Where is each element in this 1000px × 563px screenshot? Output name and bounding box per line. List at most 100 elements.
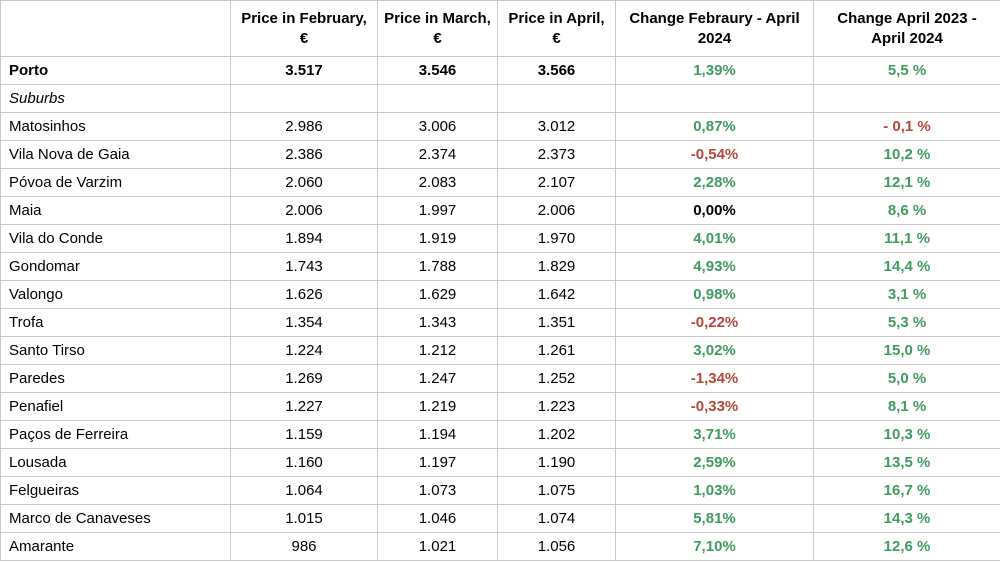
price-april-cell: 1.202: [497, 420, 616, 449]
row-label: Santo Tirso: [0, 336, 231, 365]
change-yoy-cell: 16,7 %: [813, 476, 1000, 505]
change-yoy-cell: 10,2 %: [813, 140, 1000, 169]
change-yoy-cell: 3,1 %: [813, 280, 1000, 309]
row-label: Amarante: [0, 532, 231, 561]
price-april-cell: 1.223: [497, 392, 616, 421]
table-body: Porto 3.517 3.546 3.566 1,39% 5,5 % Suburbs Mat…: [0, 56, 1000, 561]
price-march-cell: 1.219: [377, 392, 498, 421]
price-april-cell: 1.056: [497, 532, 616, 561]
header-row: Price in February, € Price in March, € P…: [0, 0, 1000, 57]
change-feb-apr-cell: 3,02%: [615, 336, 814, 365]
price-march-cell: 1.919: [377, 224, 498, 253]
price-february-cell: 2.986: [230, 112, 378, 141]
price-february-cell: [230, 84, 378, 113]
table-row: Lousada 1.160 1.197 1.190 2,59% 13,5 %: [0, 448, 1000, 477]
change-yoy-cell: 8,6 %: [813, 196, 1000, 225]
table-row: Penafiel 1.227 1.219 1.223 -0,33% 8,1 %: [0, 392, 1000, 421]
change-yoy-cell: 5,5 %: [813, 56, 1000, 85]
table-row: Paços de Ferreira 1.159 1.194 1.202 3,71% 10,…: [0, 420, 1000, 449]
column-header-change-feb-apr: Change Febraury - April 2024: [615, 0, 814, 57]
price-april-cell: 1.351: [497, 308, 616, 337]
price-march-cell: 3.546: [377, 56, 498, 85]
price-april-cell: 1.252: [497, 364, 616, 393]
table-row: Felgueiras 1.064 1.073 1.075 1,03% 16,7 %: [0, 476, 1000, 505]
price-april-cell: 1.074: [497, 504, 616, 533]
column-header-change-yoy: Change April 2023 - April 2024: [813, 0, 1000, 57]
price-february-cell: 2.060: [230, 168, 378, 197]
table-row: Vila Nova de Gaia 2.386 2.374 2.373 -0,54% 10…: [0, 140, 1000, 169]
row-label: Marco de Canaveses: [0, 504, 231, 533]
price-february-cell: 986: [230, 532, 378, 561]
table-row: Vila do Conde 1.894 1.919 1.970 4,01% 11,1 %: [0, 224, 1000, 253]
change-feb-apr-cell: [615, 84, 814, 113]
price-march-cell: 1.021: [377, 532, 498, 561]
change-yoy-cell: 12,1 %: [813, 168, 1000, 197]
price-april-cell: 2.373: [497, 140, 616, 169]
price-april-cell: 1.261: [497, 336, 616, 365]
price-february-cell: 1.227: [230, 392, 378, 421]
change-feb-apr-cell: -0,22%: [615, 308, 814, 337]
change-feb-apr-cell: 0,98%: [615, 280, 814, 309]
row-label: Póvoa de Varzim: [0, 168, 231, 197]
price-february-cell: 1.626: [230, 280, 378, 309]
price-february-cell: 1.354: [230, 308, 378, 337]
change-feb-apr-cell: -0,54%: [615, 140, 814, 169]
table-row: Suburbs: [0, 84, 1000, 113]
table-row: Matosinhos 2.986 3.006 3.012 0,87% - 0,1 %: [0, 112, 1000, 141]
price-march-cell: [377, 84, 498, 113]
column-header-price-april: Price in April, €: [497, 0, 616, 57]
price-april-cell: 1.642: [497, 280, 616, 309]
change-yoy-cell: 13,5 %: [813, 448, 1000, 477]
price-april-cell: [497, 84, 616, 113]
row-label: Valongo: [0, 280, 231, 309]
change-yoy-cell: - 0,1 %: [813, 112, 1000, 141]
price-february-cell: 2.386: [230, 140, 378, 169]
row-label: Trofa: [0, 308, 231, 337]
change-yoy-cell: 11,1 %: [813, 224, 1000, 253]
price-february-cell: 1.894: [230, 224, 378, 253]
change-feb-apr-cell: -1,34%: [615, 364, 814, 393]
row-label: Maia: [0, 196, 231, 225]
price-february-cell: 1.159: [230, 420, 378, 449]
price-february-cell: 1.064: [230, 476, 378, 505]
table-row: Porto 3.517 3.546 3.566 1,39% 5,5 %: [0, 56, 1000, 85]
change-yoy-cell: 14,3 %: [813, 504, 1000, 533]
price-february-cell: 1.224: [230, 336, 378, 365]
price-april-cell: 1.075: [497, 476, 616, 505]
change-yoy-cell: 10,3 %: [813, 420, 1000, 449]
price-march-cell: 1.194: [377, 420, 498, 449]
change-yoy-cell: [813, 84, 1000, 113]
price-february-cell: 1.160: [230, 448, 378, 477]
price-march-cell: 1.046: [377, 504, 498, 533]
price-march-cell: 1.197: [377, 448, 498, 477]
row-label: Suburbs: [0, 84, 231, 113]
table-row: Gondomar 1.743 1.788 1.829 4,93% 14,4 %: [0, 252, 1000, 281]
price-march-cell: 1.629: [377, 280, 498, 309]
column-header-price-february: Price in February, €: [230, 0, 378, 57]
price-february-cell: 1.269: [230, 364, 378, 393]
table-row: Póvoa de Varzim 2.060 2.083 2.107 2,28% 12,1 …: [0, 168, 1000, 197]
change-feb-apr-cell: 1,03%: [615, 476, 814, 505]
change-yoy-cell: 15,0 %: [813, 336, 1000, 365]
price-april-cell: 2.006: [497, 196, 616, 225]
row-label: Vila do Conde: [0, 224, 231, 253]
price-april-cell: 1.970: [497, 224, 616, 253]
change-feb-apr-cell: 4,01%: [615, 224, 814, 253]
row-label: Vila Nova de Gaia: [0, 140, 231, 169]
price-march-cell: 2.374: [377, 140, 498, 169]
price-february-cell: 2.006: [230, 196, 378, 225]
row-label: Porto: [0, 56, 231, 85]
price-april-cell: 3.566: [497, 56, 616, 85]
table-row: Maia 2.006 1.997 2.006 0,00% 8,6 %: [0, 196, 1000, 225]
change-feb-apr-cell: 1,39%: [615, 56, 814, 85]
price-march-cell: 3.006: [377, 112, 498, 141]
change-yoy-cell: 12,6 %: [813, 532, 1000, 561]
price-april-cell: 1.829: [497, 252, 616, 281]
column-header-price-march: Price in March, €: [377, 0, 498, 57]
price-february-cell: 1.743: [230, 252, 378, 281]
price-march-cell: 1.997: [377, 196, 498, 225]
change-feb-apr-cell: 2,28%: [615, 168, 814, 197]
table-row: Valongo 1.626 1.629 1.642 0,98% 3,1 %: [0, 280, 1000, 309]
price-april-cell: 2.107: [497, 168, 616, 197]
